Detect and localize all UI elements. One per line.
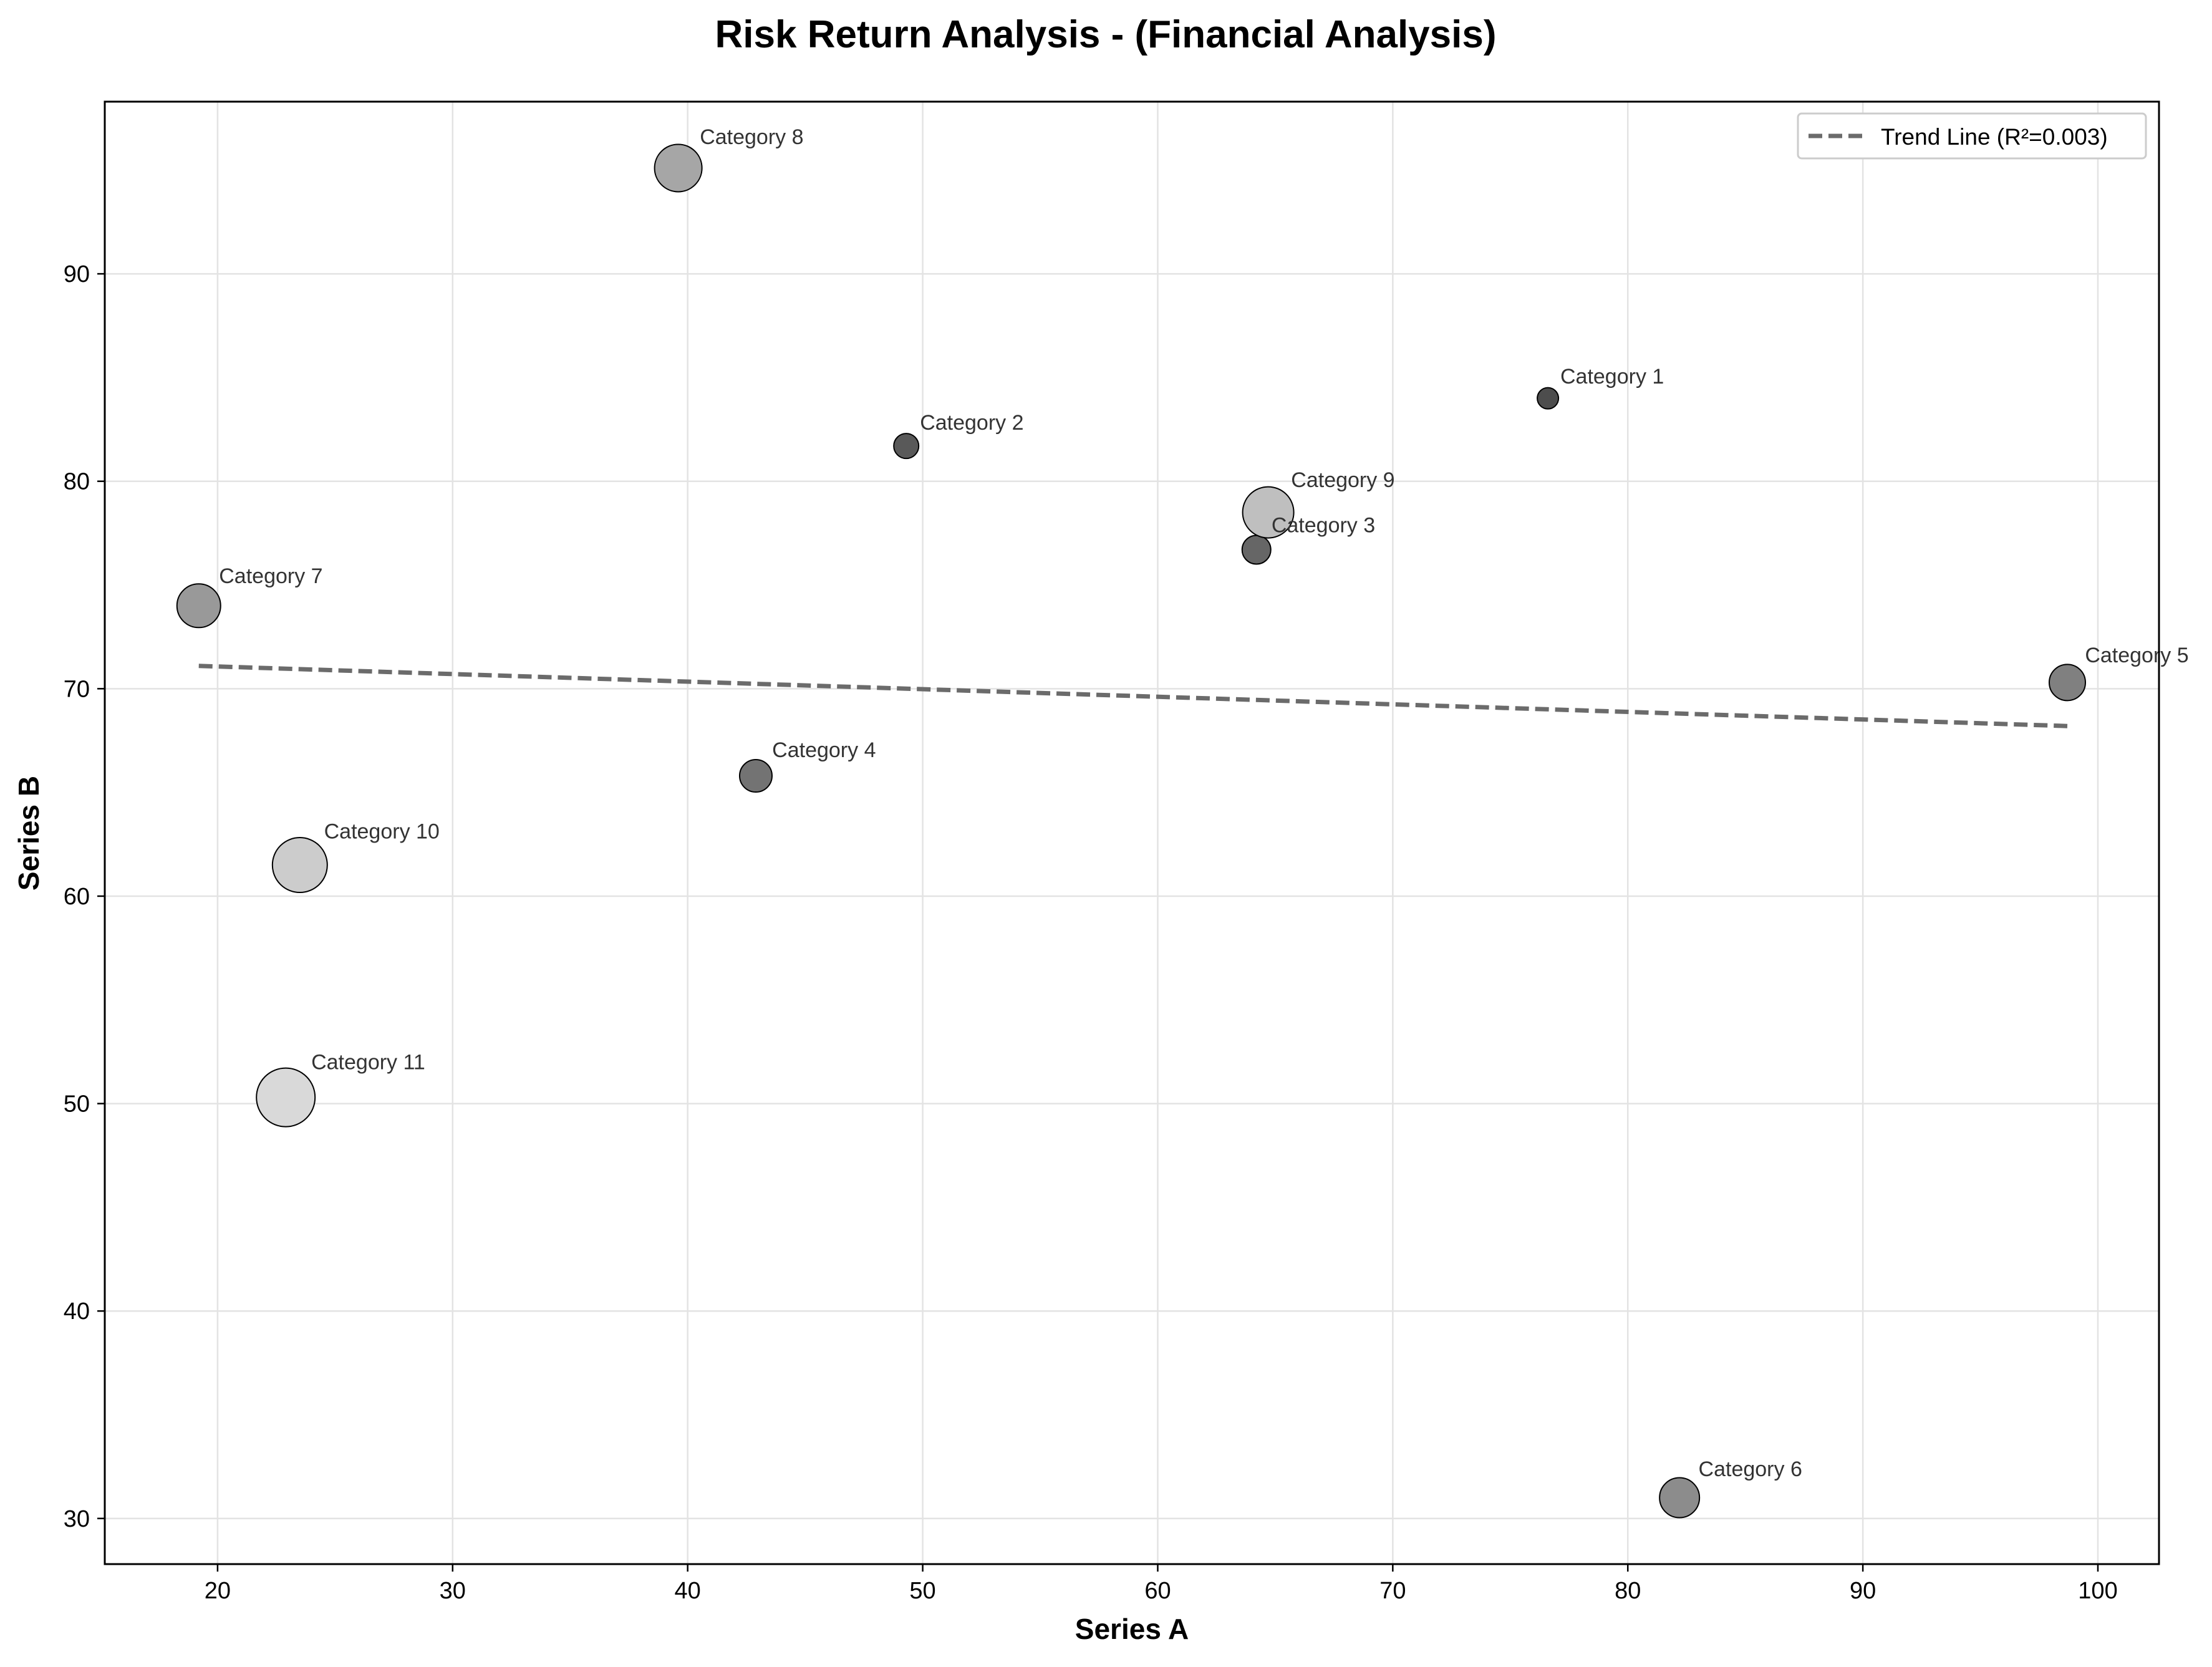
data-point [893,433,920,460]
x-tick-label: 40 [675,1578,701,1604]
data-point [654,143,703,193]
trend-line [198,664,2068,728]
y-tick-label: 90 [64,261,90,287]
grid [105,102,2159,1564]
y-tick-label: 60 [64,884,90,910]
data-point [1537,387,1560,410]
y-tick-label: 80 [64,469,90,495]
data-point-label: Category 7 [219,564,322,588]
x-tick-label: 80 [1615,1578,1641,1604]
legend: Trend Line (R²=0.003) [1797,112,2147,160]
chart-title: Risk Return Analysis - (Financial Analys… [715,13,1497,56]
data-point [738,759,773,793]
data-point [256,1067,316,1128]
legend-box [1797,112,2147,160]
data-point-label: Category 2 [920,411,1023,435]
x-tick-label: 100 [2078,1578,2117,1604]
y-tick-label: 70 [64,676,90,702]
x-tick-label: 60 [1144,1578,1171,1604]
data-point-label: Category 9 [1291,468,1394,492]
x-tick-label: 90 [1850,1578,1876,1604]
x-tick-label: 70 [1379,1578,1406,1604]
data-point [2049,664,2087,702]
data-point [271,837,328,894]
y-tick-label: 30 [64,1506,90,1532]
data-points-layer [176,143,2087,1519]
x-tick-label: 30 [440,1578,466,1604]
x-axis-label: Series A [1075,1613,1189,1645]
legend-trend-label: Trend Line (R²=0.003) [1881,124,2108,150]
data-point-label: Category 5 [2085,644,2188,667]
data-point-label: Category 4 [772,738,876,762]
x-axis-ticks: 20 30 40 50 60 70 80 90 100 [205,1564,2118,1604]
y-tick-label: 40 [64,1298,90,1325]
data-point-label: Category 10 [324,819,440,843]
data-labels-layer: Category 1 Category 2 Category 3 Category 4… [219,125,2188,1481]
x-tick-label: 50 [909,1578,935,1604]
data-point-label: Category 8 [700,125,803,149]
data-point [176,583,221,629]
data-point-label: Category 11 [311,1051,425,1075]
data-point [1659,1477,1701,1519]
trend-line-layer [198,664,2068,728]
y-tick-label: 50 [64,1091,90,1118]
y-axis-ticks: 30 40 50 60 70 80 90 [64,261,105,1532]
data-point [1242,486,1295,539]
data-point-label: Category 6 [1699,1457,1802,1481]
plot-area-frame [104,100,2160,1565]
data-point-label: Category 1 [1560,365,1664,389]
data-point [1241,534,1272,565]
y-axis-label: Series B [12,776,45,891]
x-tick-label: 20 [205,1578,231,1604]
data-point-label: Category 3 [1272,513,1375,537]
